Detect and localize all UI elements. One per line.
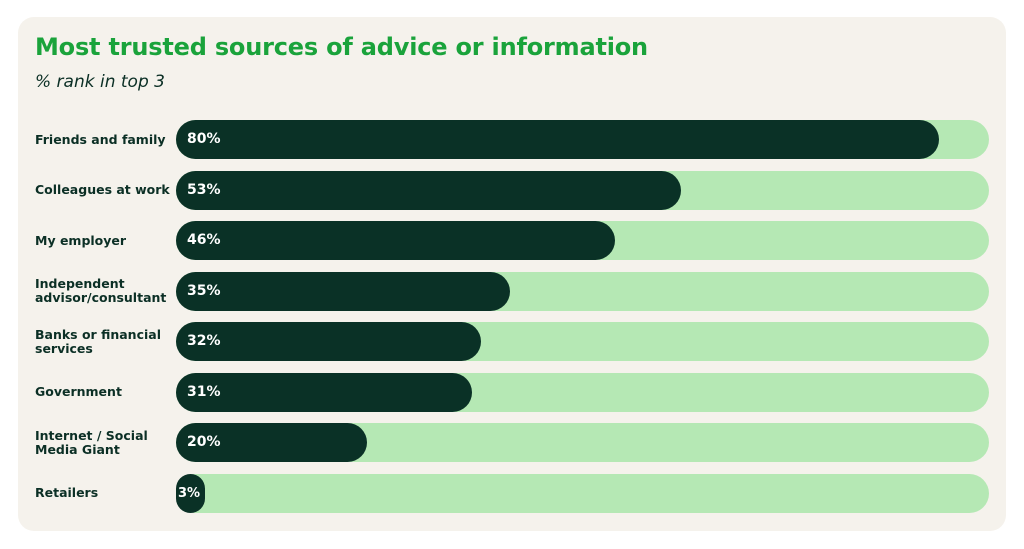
bar — [176, 473, 205, 513]
bar — [176, 120, 939, 159]
chart-title: Most trusted sources of advice or inform… — [35, 33, 648, 61]
category-label: Retailers — [35, 485, 99, 500]
bar-track: 46% — [176, 221, 989, 260]
category-label: Independent advisor/consultant — [35, 276, 167, 305]
chart-subtitle: % rank in top 3 — [35, 72, 165, 92]
bar-track: 53% — [176, 170, 989, 210]
bar — [176, 221, 615, 260]
bar-track: 20% — [176, 423, 989, 462]
bar — [176, 271, 510, 311]
bar-track: 35% — [176, 271, 989, 311]
data-label: 35% — [187, 282, 221, 299]
bar — [176, 170, 682, 210]
data-label: 32% — [187, 333, 221, 349]
data-label: 3% — [178, 485, 201, 501]
data-label: 80% — [187, 131, 221, 147]
category-label: Banks or financial services — [35, 326, 161, 356]
bar-track: 32% — [176, 322, 989, 361]
bar-track: 80% — [176, 120, 989, 159]
bar-track: 3% — [176, 473, 989, 513]
bar — [176, 372, 472, 412]
data-label: 53% — [187, 181, 221, 198]
category-label: My employer — [35, 232, 127, 248]
category-label: Friends and family — [35, 131, 166, 147]
category-label: Government — [35, 384, 122, 399]
data-label: 31% — [187, 383, 221, 400]
category-label: Colleagues at work — [35, 182, 170, 197]
bar — [176, 423, 367, 462]
category-label: Internet / Social Media Giant — [35, 427, 148, 457]
bar-track: 31% — [176, 372, 989, 412]
bar — [176, 322, 482, 361]
data-label: 20% — [187, 434, 221, 450]
data-label: 46% — [187, 232, 221, 248]
